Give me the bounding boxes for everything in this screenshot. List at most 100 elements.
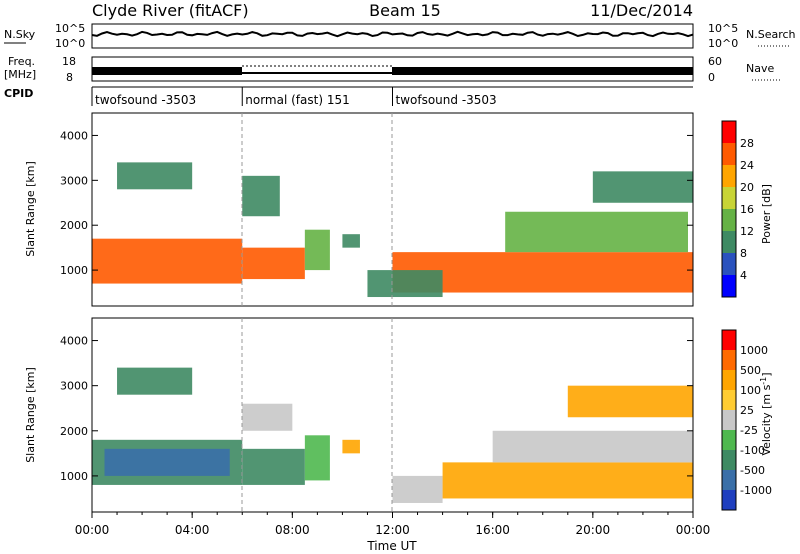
x-tick-label: 00:00 xyxy=(676,523,711,537)
colorbar-tick-label: 25 xyxy=(740,404,754,417)
x-tick-label: 16:00 xyxy=(475,523,510,537)
freq-panel: Freq. [MHz] 18 8 60 0 Nave xyxy=(4,55,782,84)
colorbar-tick-label: 20 xyxy=(740,181,754,194)
heatmap-region xyxy=(442,462,693,499)
x-tick-label: 04:00 xyxy=(175,523,210,537)
velocity-y-label: Slant Range [km] xyxy=(24,367,37,463)
colorbar-swatch xyxy=(722,410,736,430)
x-tick-label: 12:00 xyxy=(375,523,410,537)
nave-tick-top: 60 xyxy=(708,55,722,68)
colorbar-tick-label: -100 xyxy=(740,444,765,457)
heatmap-region xyxy=(505,211,688,253)
power-colorbar: 28 24 20 16 12 8 4 xyxy=(721,120,754,298)
heatmap-region xyxy=(567,385,693,418)
cpid-label: CPID xyxy=(4,87,33,100)
colorbar-tick-label: 12 xyxy=(740,225,754,238)
colorbar-swatch xyxy=(722,143,736,165)
station-title: Clyde River (fitACF) xyxy=(92,1,249,20)
freq-label-2: [MHz] xyxy=(4,68,36,81)
velocity-colorbar-label-sup: -1 xyxy=(759,377,768,385)
colorbar-tick-label: 8 xyxy=(740,247,747,260)
colorbar-swatch xyxy=(722,231,736,253)
x-axis: 00:00 04:00 08:00 12:00 16:00 20:00 00:00 xyxy=(75,512,711,537)
velocity-panel: 1000 2000 3000 4000 Slant Range [km] xyxy=(24,317,694,513)
colorbar-swatch xyxy=(722,330,736,350)
x-tick-label: 00:00 xyxy=(75,523,110,537)
colorbar-swatch xyxy=(722,121,736,143)
heatmap-region xyxy=(304,229,330,271)
colorbar-swatch xyxy=(722,430,736,450)
y-tick-label: 2000 xyxy=(60,425,88,438)
y-tick-label: 4000 xyxy=(60,129,88,142)
colorbar-swatch xyxy=(722,350,736,370)
y-tick-label: 4000 xyxy=(60,335,88,348)
cpid-segments: twofsound -3503 normal (fast) 151 twofsoun… xyxy=(91,87,497,107)
colorbar-swatch xyxy=(722,390,736,410)
y-tick-label: 2000 xyxy=(60,219,88,232)
power-regions xyxy=(92,162,693,298)
power-y-axis: 1000 2000 3000 4000 xyxy=(60,129,693,277)
colorbar-tick-label: 4 xyxy=(740,269,747,282)
cpid-segment-label: normal (fast) 151 xyxy=(245,93,349,107)
freq-band-3 xyxy=(392,67,693,75)
beam-title: Beam 15 xyxy=(369,1,441,20)
colorbar-swatch xyxy=(722,187,736,209)
freq-tick-top: 18 xyxy=(62,55,76,68)
x-tick-label: 08:00 xyxy=(275,523,310,537)
freq-label-1: Freq. xyxy=(8,55,35,68)
velocity-colorbar: 1000 500 100 25 -25 -100 -500 -1000 xyxy=(721,329,772,511)
nsearch-label: N.Search xyxy=(746,28,796,41)
noise-panel: N.Sky 10^5 10^0 10^5 10^0 N.Search xyxy=(4,22,796,50)
cpid-segment-label: twofsound -3503 xyxy=(396,93,497,107)
velocity-colorbar-label-main: Velocity [m s xyxy=(760,384,773,455)
heatmap-region xyxy=(92,238,243,284)
y-tick-label: 1000 xyxy=(60,470,88,483)
noise-tick-bottom: 10^0 xyxy=(55,37,85,50)
colorbar-swatch xyxy=(722,165,736,187)
y-tick-label: 3000 xyxy=(60,380,88,393)
heatmap-region xyxy=(117,162,193,190)
nave-label: Nave xyxy=(746,62,774,75)
noise-tick-top-right: 10^5 xyxy=(708,22,738,35)
heatmap-region xyxy=(304,435,330,481)
colorbar-tick-label: -500 xyxy=(740,464,765,477)
colorbar-tick-label: 500 xyxy=(740,364,761,377)
heatmap-region xyxy=(592,171,693,203)
colorbar-tick-label: 1000 xyxy=(740,344,768,357)
colorbar-swatch xyxy=(722,490,736,510)
heatmap-region xyxy=(492,430,693,463)
x-tick-label: 20:00 xyxy=(576,523,611,537)
heatmap-region xyxy=(242,448,305,485)
heatmap-region xyxy=(117,367,193,395)
power-colorbar-label: Power [dB] xyxy=(760,184,773,244)
colorbar-tick-label: -1000 xyxy=(740,484,772,497)
colorbar-swatch xyxy=(722,370,736,390)
velocity-colorbar-label: Velocity [m s-1] xyxy=(759,372,774,455)
colorbar-swatch xyxy=(722,470,736,490)
colorbar-swatch xyxy=(722,209,736,231)
noise-tick-bottom-right: 10^0 xyxy=(708,37,738,50)
colorbar-frame xyxy=(721,329,737,511)
colorbar-tick-label: 24 xyxy=(740,159,754,172)
freq-band-1 xyxy=(92,67,242,75)
heatmap-region xyxy=(104,448,230,476)
heatmap-region xyxy=(342,234,360,248)
cpid-segment-label: twofsound -3503 xyxy=(95,93,196,107)
freq-tick-bottom: 8 xyxy=(66,71,73,84)
colorbar-tick-label: 100 xyxy=(740,384,761,397)
velocity-colorbar-label-end: ] xyxy=(760,372,773,376)
nsky-label: N.Sky xyxy=(4,28,36,41)
colorbar-tick-label: 16 xyxy=(740,203,754,216)
y-tick-label: 3000 xyxy=(60,174,88,187)
velocity-regions xyxy=(92,367,693,503)
power-panel: 1000 2000 3000 4000 Slant Range [km] xyxy=(24,112,694,307)
colorbar-swatch xyxy=(722,275,736,297)
y-tick-label: 1000 xyxy=(60,264,88,277)
noise-panel-frame xyxy=(91,23,694,49)
heatmap-region xyxy=(342,439,360,454)
cpid-row: CPID twofsound -3503 normal (fast) 151 two… xyxy=(4,86,693,107)
heatmap-region xyxy=(242,175,280,217)
heatmap-region xyxy=(392,475,443,503)
noise-trace xyxy=(91,30,694,38)
